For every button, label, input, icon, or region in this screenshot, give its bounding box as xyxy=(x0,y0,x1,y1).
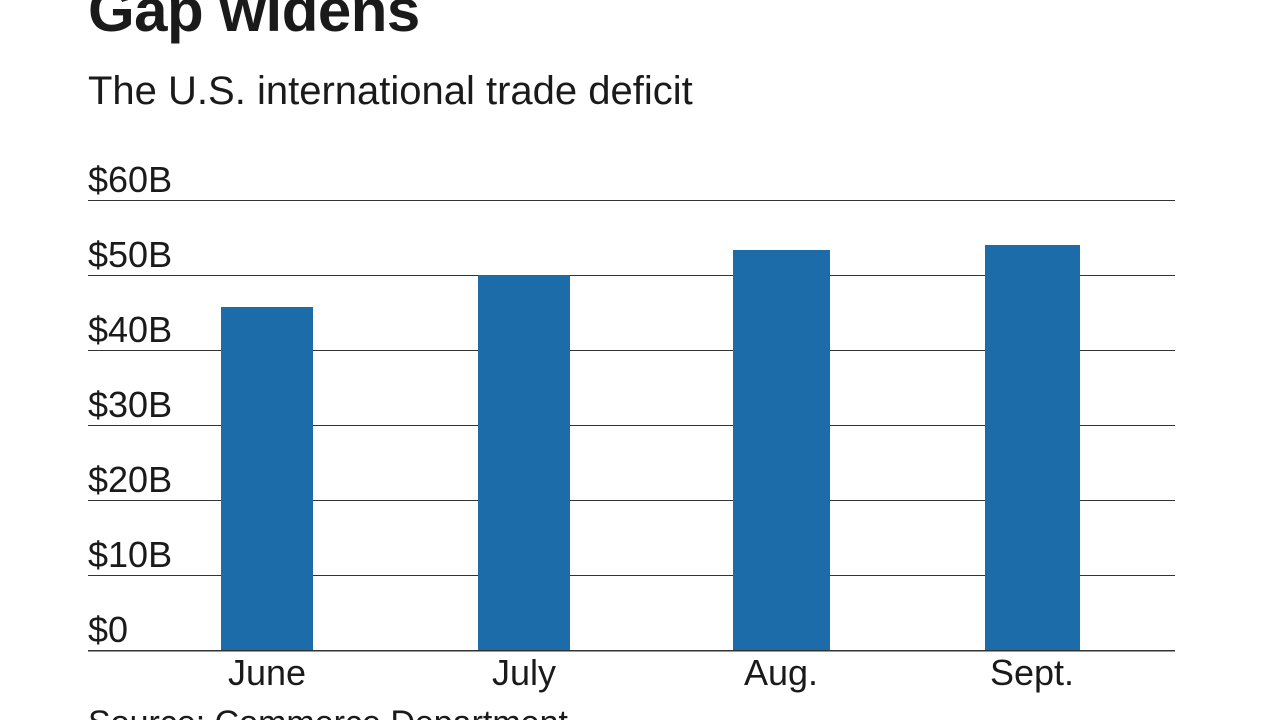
svg-text:$0: $0 xyxy=(88,609,128,650)
svg-text:Sept.: Sept. xyxy=(990,652,1074,693)
svg-text:July: July xyxy=(492,652,556,693)
svg-text:$10B: $10B xyxy=(88,534,172,575)
svg-text:$30B: $30B xyxy=(88,384,172,425)
svg-text:Aug.: Aug. xyxy=(744,652,818,693)
svg-text:$20B: $20B xyxy=(88,459,172,500)
svg-text:$50B: $50B xyxy=(88,234,172,275)
svg-text:$60B: $60B xyxy=(88,159,172,200)
svg-text:$40B: $40B xyxy=(88,309,172,350)
svg-text:June: June xyxy=(228,652,306,693)
